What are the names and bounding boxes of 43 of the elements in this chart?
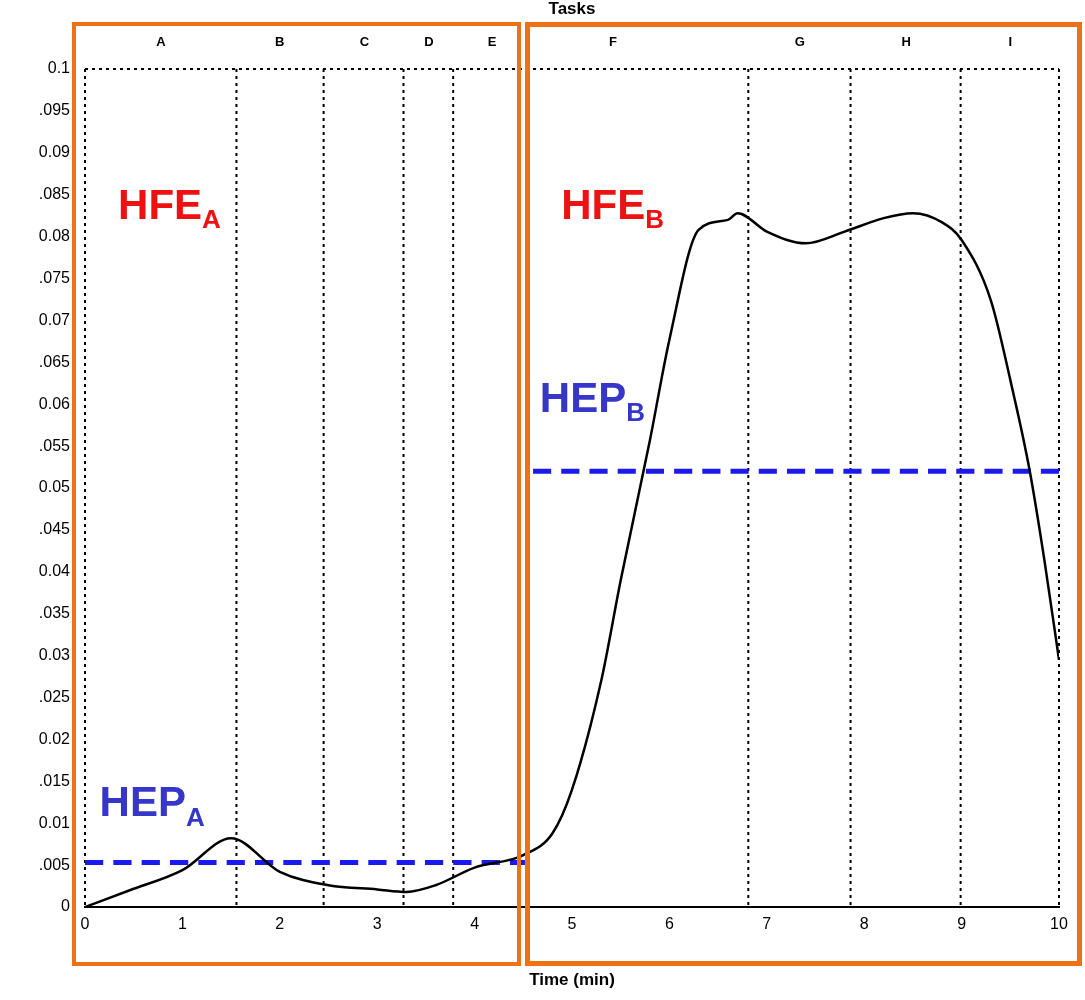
x-tick-label: 4	[470, 915, 480, 933]
y-tick-label: 0.04	[38, 562, 71, 580]
y-tick-label: .065	[38, 352, 71, 370]
y-tick-label: .045	[38, 520, 71, 538]
text: E	[487, 33, 497, 49]
y-tick-label: 0.06	[38, 394, 71, 412]
text: G	[794, 33, 805, 49]
text: F	[608, 33, 617, 49]
y-tick-label: 0.03	[38, 646, 71, 664]
x-tick-label: 6	[664, 915, 674, 933]
y-tick-label: 0.02	[38, 729, 71, 747]
y-tick-label: .035	[38, 604, 71, 622]
text: A	[156, 33, 167, 49]
x-tick-label: 2	[275, 915, 285, 933]
x-axis-title: Time (min)	[529, 970, 615, 990]
text: H	[901, 33, 911, 49]
y-tick-label: 0.09	[38, 143, 71, 161]
y-tick-label: .015	[38, 771, 71, 789]
text: D	[424, 33, 434, 49]
y-tick-label: .005	[38, 855, 71, 873]
y-tick-label: .055	[38, 436, 71, 454]
text: I	[1008, 33, 1013, 49]
text: B	[275, 33, 285, 49]
y-tick-label: 0.07	[38, 310, 71, 328]
x-tick-label: 7	[762, 915, 772, 933]
x-tick-label: 1	[177, 915, 187, 933]
y-tick-label: .025	[38, 687, 71, 705]
y-tick-label: 0.01	[38, 813, 71, 831]
x-tick-label: 10	[1050, 915, 1068, 933]
y-tick-label: 0.05	[38, 478, 71, 496]
y-tick-label: .085	[38, 185, 71, 203]
y-tick-label: .095	[38, 101, 71, 119]
x-tick-label: 9	[957, 915, 967, 933]
text: C	[359, 33, 370, 49]
x-tick-label: 3	[372, 915, 382, 933]
y-tick-label: .075	[38, 268, 71, 286]
x-tick-label: 8	[859, 915, 869, 933]
y-tick-label: 0	[61, 897, 71, 915]
y-tick-label: 0.08	[38, 227, 71, 245]
x-tick-label: 0	[80, 915, 90, 933]
y-tick-label: 0.1	[47, 59, 71, 77]
x2-axis-title: Tasks	[548, 0, 596, 18]
x-tick-label: 5	[567, 915, 577, 933]
